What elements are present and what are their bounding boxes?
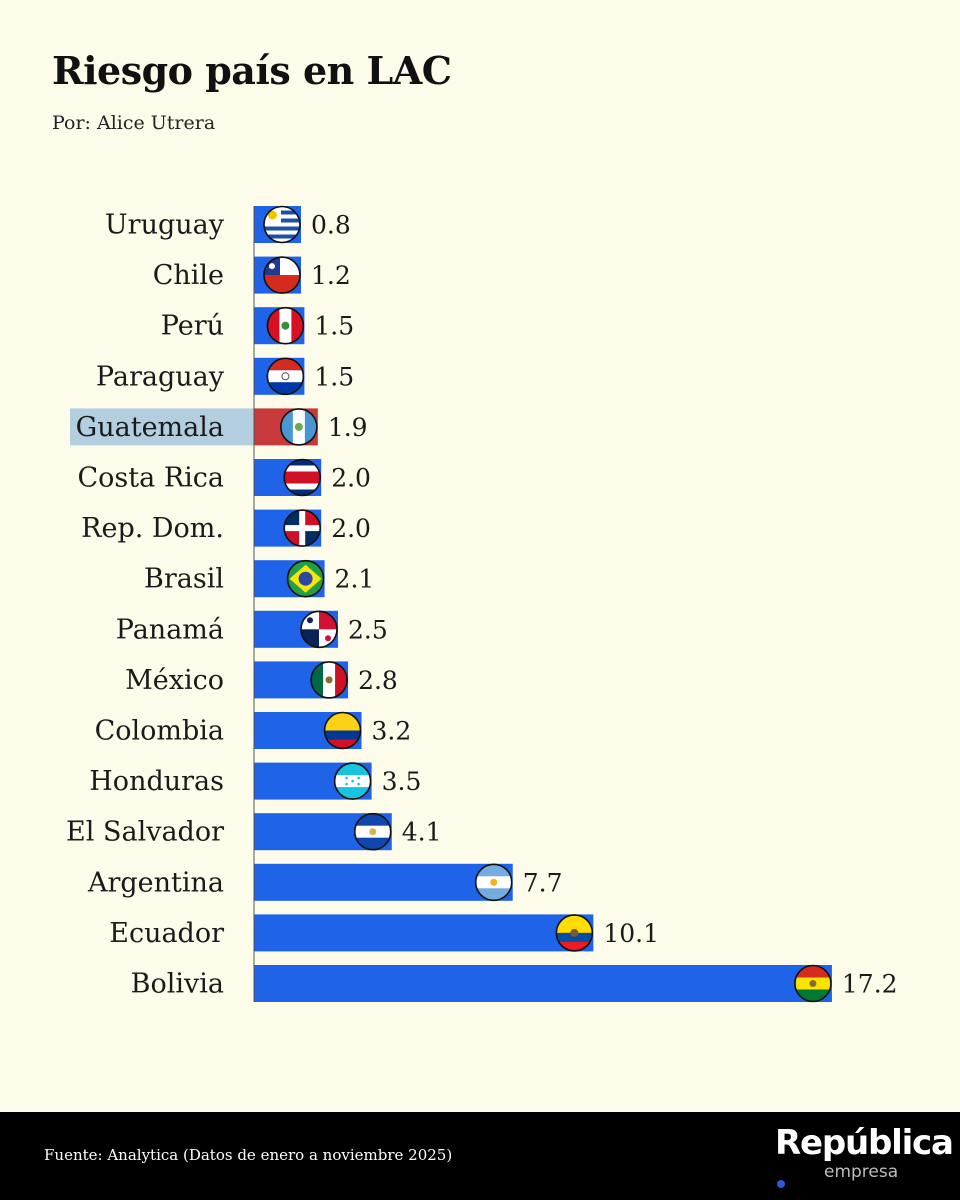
brand-subtitle: empresa [824,1162,899,1182]
category-label: Guatemala [76,412,224,443]
flag-outline [323,711,362,750]
bar [254,863,513,901]
value-label: 0.8 [311,211,351,240]
category-label: Colombia [95,716,224,747]
category-label: Bolivia [131,969,224,1000]
flag-outline [283,509,322,547]
brand-dot-icon [777,1180,785,1188]
costa-rica-flag-icon [284,459,321,496]
source-note: Fuente: Analytica (Datos de enero a novi… [44,1146,453,1164]
brand-name: República [775,1123,954,1163]
value-label: 3.2 [372,717,412,746]
value-label: 2.5 [348,615,388,644]
category-label: Ecuador [109,918,224,949]
peru-flag-icon [267,307,304,344]
flag-outline [263,256,301,294]
category-label: Perú [161,311,224,342]
flag-outline [474,863,513,902]
footer-bar: Fuente: Analytica (Datos de enero a novi… [0,1112,960,1200]
category-label: Paraguay [96,361,225,392]
category-label: Uruguay [105,210,225,241]
category-label: Argentina [87,867,224,898]
flag-outline [300,610,338,649]
category-label: México [125,665,224,696]
value-label: 3.5 [382,767,422,796]
category-label: Brasil [144,564,224,595]
category-label: Honduras [89,766,224,797]
ecuador-flag-icon [556,914,593,951]
page-title: Riesgo país en LAC [52,48,452,93]
bar [254,914,594,952]
brand-logo: República [775,1126,960,1194]
flag-outline [266,306,305,345]
value-label: 17.2 [842,970,898,999]
value-label: 10.1 [603,919,659,948]
byline: Por: Alice Utrera [52,112,216,134]
flag-outline [283,458,322,497]
flag-outline [263,205,301,244]
brazil-flag-icon [287,560,324,597]
value-label: 4.1 [402,818,442,847]
value-label: 1.9 [328,413,368,442]
flag-outline [794,964,832,1003]
category-label: Rep. Dom. [81,513,224,544]
value-label: 2.1 [335,565,375,594]
value-label: 1.5 [314,362,354,391]
flag-outline [310,661,348,699]
flag-outline [353,812,392,851]
value-label: 1.5 [314,312,354,341]
flag-outline [266,357,305,396]
category-label: El Salvador [66,817,224,848]
value-label: 2.8 [358,666,398,695]
bar-chart: Uruguay 0.8 Chile 1.2 Perú 1.5 Paraguay 1.5 Guat… [66,205,898,1003]
flag-outline [333,762,372,800]
value-label: 7.7 [523,868,563,897]
bar [254,965,832,1002]
flag-outline [555,914,594,952]
value-label: 2.0 [331,464,371,493]
value-label: 2.0 [331,514,371,543]
value-label: 1.2 [311,261,351,290]
uruguay-flag-icon [264,206,300,243]
category-label: Chile [153,260,224,291]
colombia-flag-icon [324,712,361,749]
highlight-label-background [70,408,254,446]
category-label: Costa Rica [78,463,224,494]
flag-outline [286,559,325,598]
category-label: Panamá [116,614,224,645]
flag-outline [280,408,318,446]
